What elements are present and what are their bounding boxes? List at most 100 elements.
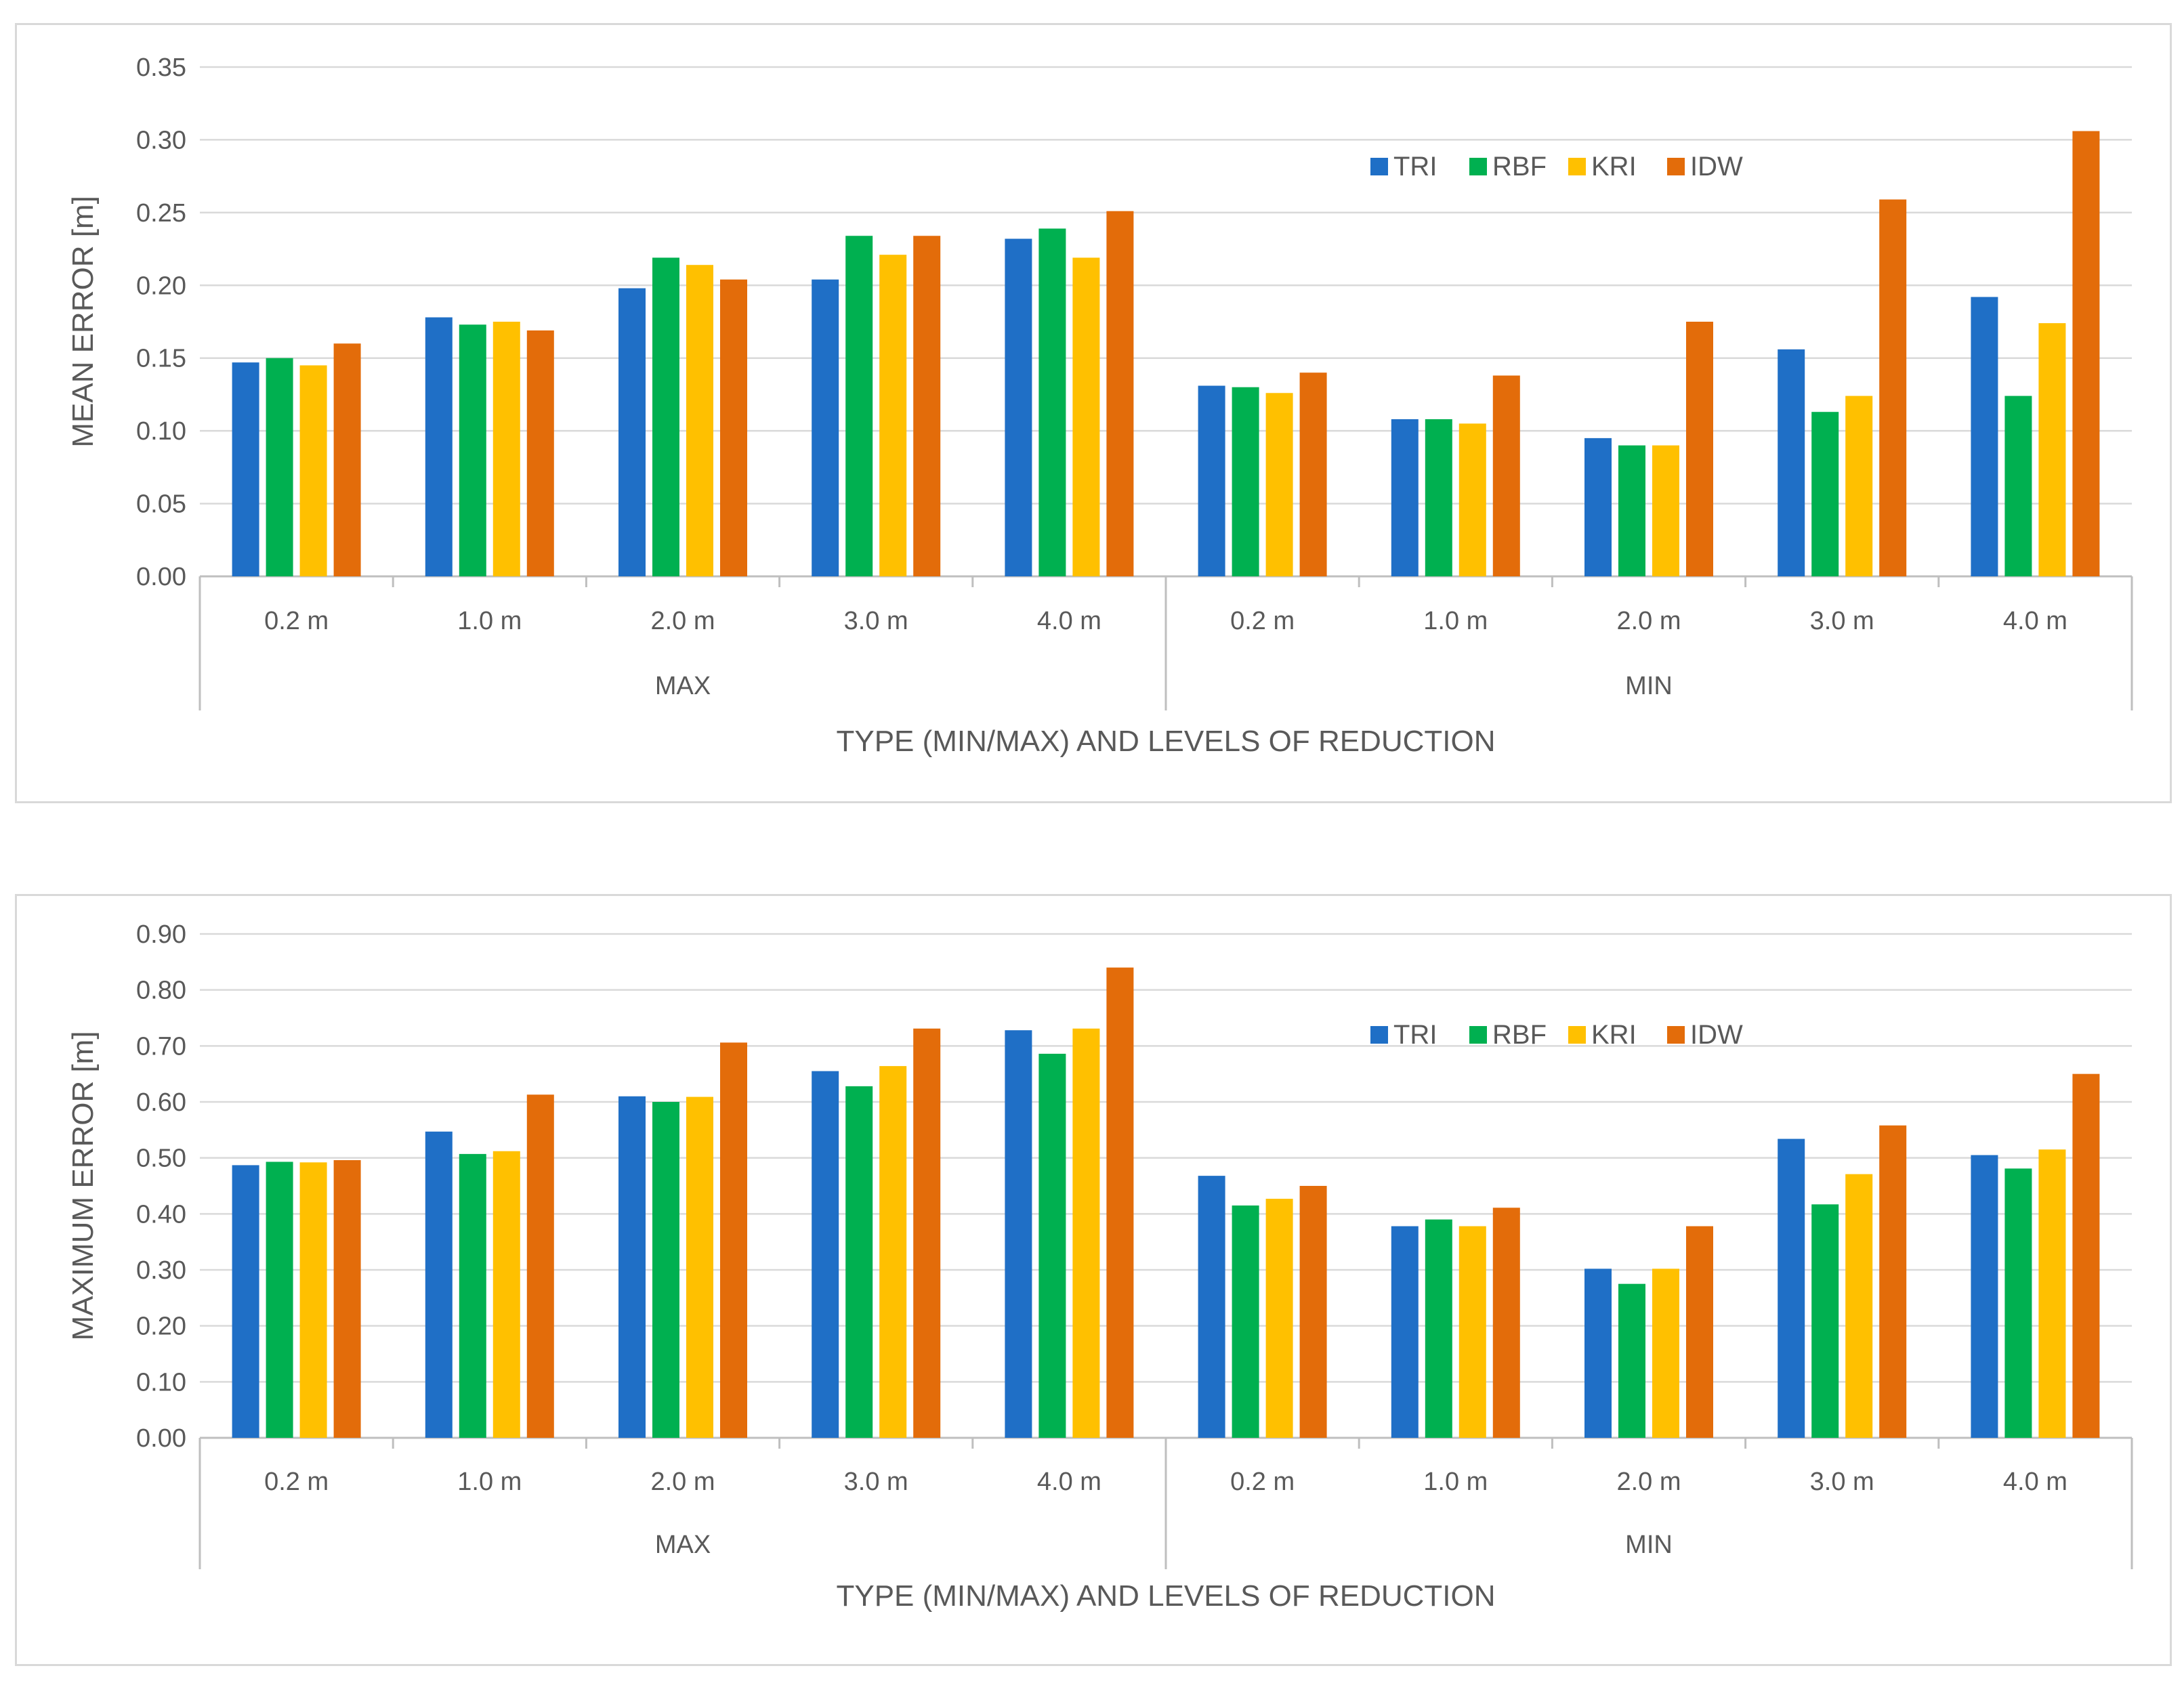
category-label: 2.0 m (1616, 607, 1681, 635)
bar-tri (425, 317, 453, 576)
bar-idw (913, 1028, 941, 1438)
bar-tri (812, 1071, 839, 1438)
category-label: 3.0 m (1810, 1468, 1874, 1496)
y-tick-label: 0.00 (136, 563, 186, 591)
bar-rbf (2004, 1168, 2032, 1438)
legend-swatch-rbf (1469, 158, 1487, 175)
bar-tri (812, 279, 839, 576)
legend-swatch-rbf (1469, 1026, 1487, 1044)
bar-rbf (2004, 396, 2032, 576)
bar-kri (1845, 1174, 1873, 1438)
legend-swatch-kri (1568, 1026, 1586, 1044)
bar-kri (1072, 1028, 1100, 1438)
category-label: 4.0 m (2003, 1468, 2067, 1496)
y-axis-title: MAXIMUM ERROR [m] (66, 1031, 100, 1340)
category-label: 2.0 m (650, 607, 715, 635)
category-label: 0.2 m (264, 1468, 329, 1496)
bar-idw (1879, 1125, 1907, 1438)
bar-kri (492, 1151, 520, 1438)
bar-kri (879, 1066, 907, 1438)
bar-tri (1005, 238, 1032, 576)
bar-idw (526, 330, 554, 576)
category-label: 0.2 m (1230, 607, 1295, 635)
bar-idw (720, 1042, 747, 1438)
legend-label-idw: IDW (1690, 152, 1743, 182)
legend-label-tri: TRI (1393, 1020, 1437, 1050)
bar-rbf (1425, 1219, 1452, 1438)
bar-kri (1265, 1199, 1293, 1438)
legend-swatch-idw (1667, 158, 1685, 175)
bar-idw (2072, 131, 2100, 577)
y-tick-label: 0.70 (136, 1032, 186, 1061)
bar-idw (2072, 1073, 2100, 1438)
legend-label-idw: IDW (1690, 1020, 1743, 1050)
category-label: 2.0 m (650, 1468, 715, 1496)
bar-rbf (1618, 445, 1645, 576)
legend-swatch-tri (1370, 1026, 1388, 1044)
category-label: 0.2 m (1230, 1468, 1295, 1496)
y-tick-label: 0.90 (136, 920, 186, 949)
legend-label-rbf: RBF (1492, 152, 1547, 182)
y-tick-label: 0.50 (136, 1145, 186, 1173)
bar-rbf (1232, 387, 1259, 576)
legend-label-tri: TRI (1393, 152, 1437, 182)
bar-kri (299, 1162, 327, 1438)
bar-tri (1584, 1269, 1612, 1438)
y-tick-label: 0.30 (136, 1256, 186, 1285)
bar-rbf (266, 358, 293, 576)
mean-error-chart: 0.00 0.05 0.10 0.15 0.20 0.25 0.30 0.35 MEAN ERR… (66, 54, 2133, 758)
y-tick-label: 0.20 (136, 1313, 186, 1341)
bar-tri (232, 1165, 259, 1438)
category-label: 4.0 m (2003, 607, 2067, 635)
bar-tri (1584, 438, 1612, 576)
bar-rbf (1618, 1283, 1645, 1438)
legend-label-kri: KRI (1591, 1020, 1637, 1050)
bar-tri (1391, 419, 1419, 576)
bar-rbf (1038, 1053, 1066, 1438)
bar-idw (333, 343, 361, 576)
category-label: 3.0 m (844, 607, 908, 635)
y-tick-label: 0.80 (136, 977, 186, 1005)
y-tick-label: 0.60 (136, 1088, 186, 1117)
category-label: 3.0 m (1810, 607, 1874, 635)
maximum-error-chart: 0.00 0.10 0.20 0.30 0.40 0.50 0.60 0.70 0.80 0.90… (66, 920, 2133, 1613)
bar-kri (1458, 1226, 1486, 1438)
bar-idw (1106, 967, 1134, 1438)
bar-tri (1971, 297, 1998, 576)
category-label: 1.0 m (1423, 607, 1488, 635)
category-label: 1.0 m (457, 607, 522, 635)
bar-idw (1106, 211, 1134, 576)
bar-kri (1845, 396, 1873, 576)
bar-idw (1686, 1226, 1713, 1438)
bar-idw (1492, 375, 1520, 576)
y-tick-label: 0.25 (136, 199, 186, 228)
bar-kri (1652, 1269, 1679, 1438)
bar-rbf (266, 1162, 293, 1438)
y-tick-label: 0.05 (136, 490, 186, 519)
group-label: MAX (655, 1531, 711, 1559)
bar-kri (686, 1096, 713, 1438)
category-label: 0.2 m (264, 607, 329, 635)
bar-kri (1458, 423, 1486, 576)
bar-rbf (652, 1102, 679, 1438)
y-tick-label: 0.00 (136, 1424, 186, 1453)
category-label: 1.0 m (1423, 1468, 1488, 1496)
bar-rbf (652, 257, 679, 576)
y-tick-label: 0.35 (136, 54, 186, 82)
bar-rbf (459, 1153, 486, 1438)
y-tick-label: 0.10 (136, 417, 186, 446)
bar-idw (526, 1094, 554, 1438)
legend-label-rbf: RBF (1492, 1020, 1547, 1050)
bar-idw (720, 279, 747, 576)
x-axis-title: TYPE (MIN/MAX) AND LEVELS OF REDUCTION (836, 1579, 1495, 1613)
bar-rbf (1425, 419, 1452, 576)
category-label: 2.0 m (1616, 1468, 1681, 1496)
y-axis-title: MEAN ERROR [m] (66, 196, 100, 448)
legend-swatch-idw (1667, 1026, 1685, 1044)
bar-rbf (459, 324, 486, 576)
bar-idw (1299, 1186, 1327, 1438)
bar-kri (2038, 1149, 2066, 1438)
bar-tri (1778, 349, 1805, 576)
group-label: MAX (655, 672, 711, 700)
y-tick-label: 0.10 (136, 1368, 186, 1397)
